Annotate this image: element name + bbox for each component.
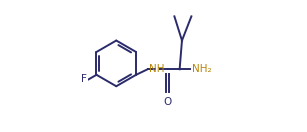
Text: NH: NH	[149, 64, 165, 74]
Text: NH₂: NH₂	[192, 64, 211, 74]
Text: O: O	[164, 97, 172, 107]
Text: F: F	[81, 74, 87, 84]
